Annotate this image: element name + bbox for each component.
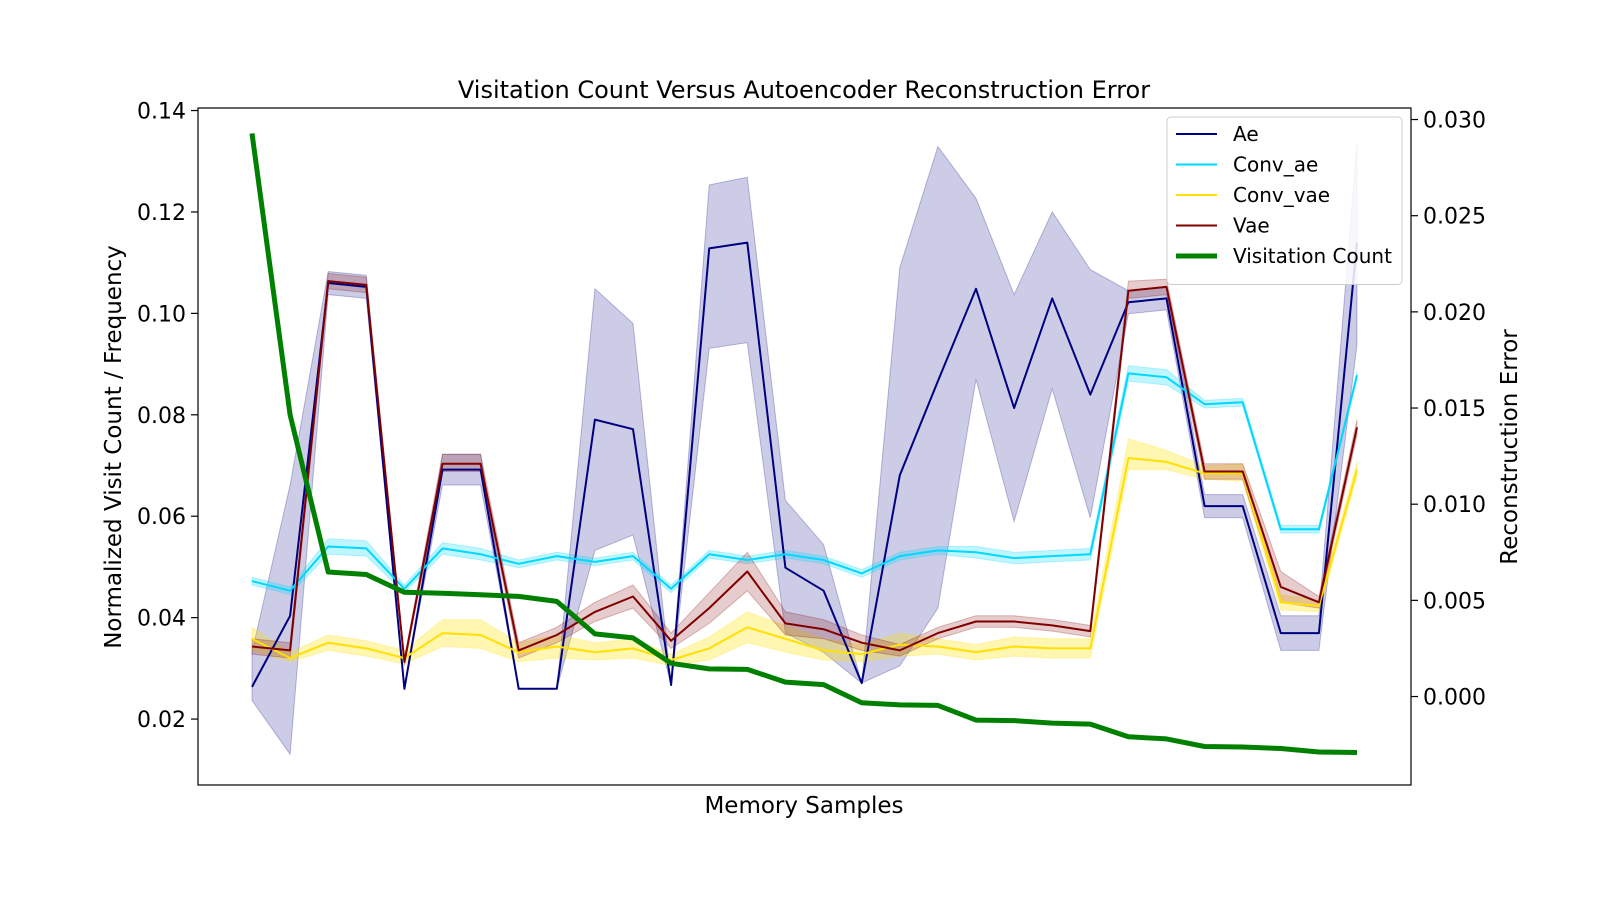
left-tick-label: 0.06 [137, 505, 186, 530]
conv-ae-line [251, 372, 1358, 592]
legend-label-conv-vae: Conv_vae [1233, 183, 1330, 207]
legend-box [1166, 116, 1403, 285]
left-tick-label: 0.02 [137, 708, 186, 733]
left-tick-label: 0.12 [137, 201, 186, 226]
right-tick-label: 0.005 [1423, 589, 1486, 614]
left-y-axis-label: Normalized Visit Count / Frequency [101, 245, 127, 649]
ae-band [251, 142, 1358, 756]
chart-title: Visitation Count Versus Autoencoder Reco… [458, 76, 1150, 104]
right-tick-label: 0.010 [1423, 493, 1486, 518]
legend-label-visitation-count: Visitation Count [1233, 244, 1392, 268]
x-axis-label: Memory Samples [704, 793, 903, 819]
left-axis-ticks: 0.02 0.04 0.06 0.08 0.10 0.12 0.14 [137, 100, 198, 733]
left-tick-label: 0.04 [137, 607, 186, 632]
right-tick-label: 0.000 [1423, 686, 1486, 711]
right-tick-label: 0.015 [1423, 397, 1486, 422]
plot-frame [197, 107, 1412, 786]
legend: Ae Conv_ae Conv_vae Vae Visitation Count [1166, 116, 1403, 285]
right-tick-label: 0.020 [1423, 301, 1486, 326]
left-tick-label: 0.14 [137, 100, 186, 125]
conv-vae-line [251, 457, 1358, 661]
right-y-axis-label: Reconstruction Error [1497, 329, 1523, 565]
left-tick-label: 0.10 [137, 302, 186, 327]
series-lines [249, 133, 1358, 755]
legend-label-ae: Ae [1233, 122, 1259, 146]
right-axis-ticks: 0.000 0.005 0.010 0.015 0.020 0.025 0.030 [1411, 109, 1486, 711]
left-tick-label: 0.08 [137, 404, 186, 429]
vae-line [251, 280, 1358, 663]
legend-label-conv-ae: Conv_ae [1233, 153, 1318, 177]
right-tick-label: 0.030 [1423, 109, 1486, 134]
visitation-count-line [249, 133, 1358, 755]
ae-line [251, 241, 1358, 690]
right-tick-label: 0.025 [1423, 205, 1486, 230]
legend-label-vae: Vae [1233, 214, 1270, 238]
